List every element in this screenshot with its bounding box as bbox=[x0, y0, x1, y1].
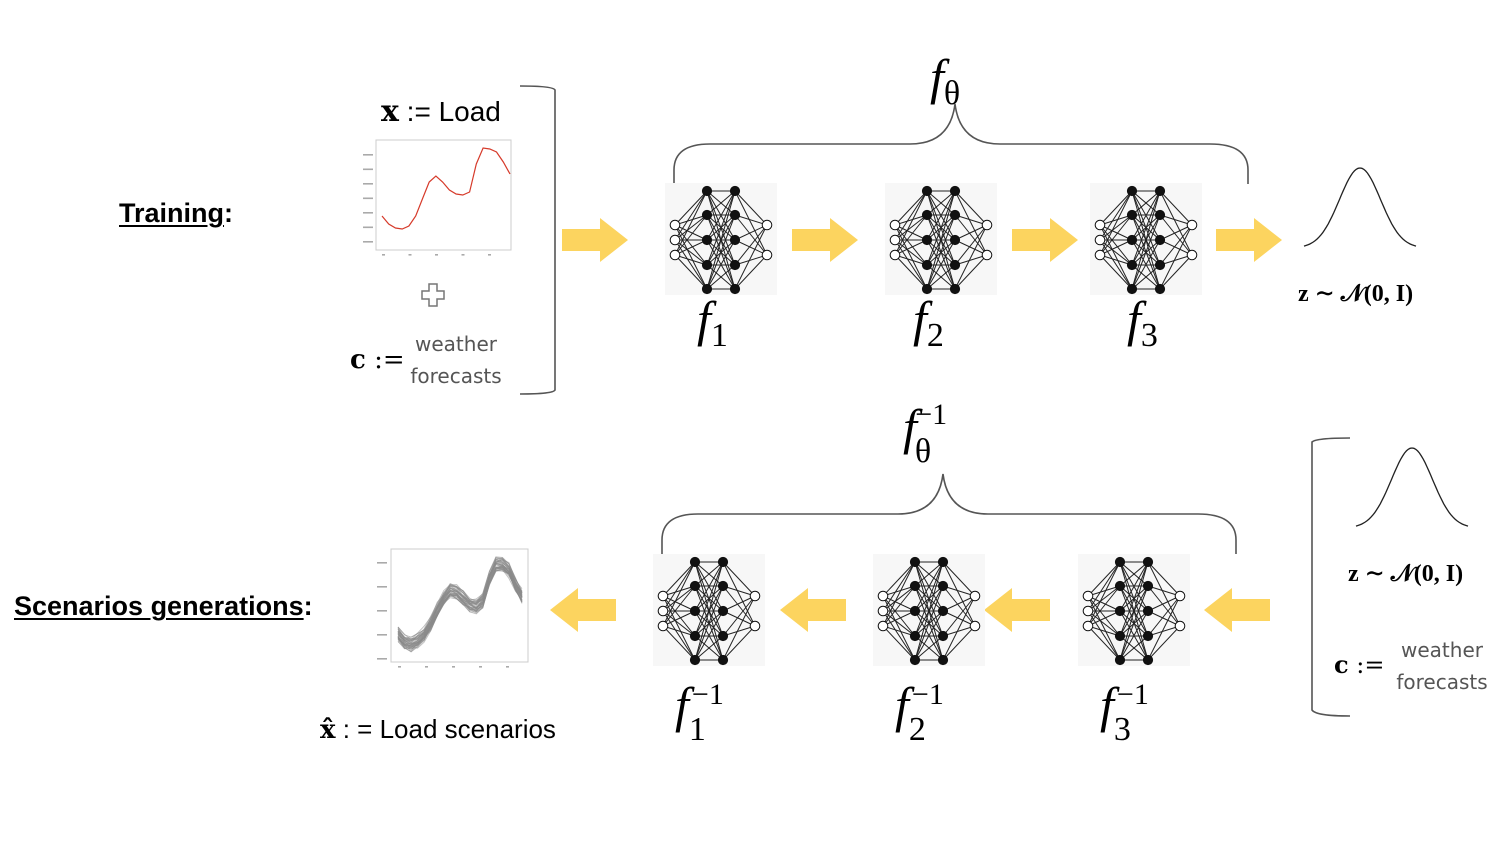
load-curve bbox=[381, 147, 511, 230]
nn-block-f3-inv bbox=[1078, 554, 1190, 666]
z-normal-generation: z ∼ 𝒩(0, I) bbox=[1348, 561, 1464, 587]
weather-forecasts-generation: weather forecasts bbox=[1396, 638, 1488, 694]
scenario-curve bbox=[397, 562, 523, 646]
gaussian-curve-training bbox=[1303, 167, 1417, 247]
nn-block-f2-inv bbox=[873, 554, 985, 666]
c-assign-generation: c := bbox=[1334, 650, 1385, 679]
scenario-curve bbox=[397, 563, 523, 644]
scenario-curve bbox=[397, 568, 523, 653]
training-label: Training: bbox=[119, 198, 234, 228]
f-theta-inv-label: fθ−1 bbox=[903, 398, 948, 470]
f-theta-brace bbox=[673, 103, 1249, 184]
f2-inv-label: f2−1 bbox=[895, 677, 944, 748]
xhat-load-scenarios-label: x̂ : = Load scenarios bbox=[320, 714, 556, 745]
f-theta-inv-brace bbox=[661, 473, 1237, 554]
scenario-curve bbox=[397, 564, 523, 645]
f3-inv-label: f3−1 bbox=[1100, 677, 1149, 748]
nn-block-f1 bbox=[665, 183, 777, 295]
f1-inv-label: f1−1 bbox=[675, 677, 724, 748]
f2-label: f2 bbox=[913, 291, 944, 354]
training-input-bracket bbox=[519, 85, 556, 395]
scenarios-mini-chart bbox=[377, 548, 529, 668]
scenario-curve bbox=[397, 562, 523, 645]
scenarios-generation-label: Scenarios generations: bbox=[14, 591, 313, 621]
z-normal-training: z ∼ 𝒩(0, I) bbox=[1298, 281, 1414, 307]
arrow-right-3 bbox=[1012, 218, 1078, 262]
gaussian-curve-generation bbox=[1355, 447, 1469, 527]
arrow-left-2 bbox=[780, 588, 846, 632]
c-assign-training: c := bbox=[350, 345, 405, 375]
f3-label: f3 bbox=[1127, 291, 1158, 354]
scenario-curve bbox=[397, 557, 523, 638]
arrow-right-2 bbox=[792, 218, 858, 262]
f1-label: f1 bbox=[697, 291, 728, 354]
arrow-left-1 bbox=[550, 588, 616, 632]
x-load-label: x := Load bbox=[381, 94, 501, 129]
arrow-left-3 bbox=[984, 588, 1050, 632]
scenario-curve bbox=[397, 566, 523, 645]
scenario-curve bbox=[397, 558, 523, 644]
scenario-curve bbox=[397, 563, 523, 649]
weather-forecasts-training: weather forecasts bbox=[410, 332, 502, 388]
f-theta-label: fθ bbox=[930, 49, 961, 112]
load-mini-chart bbox=[363, 139, 512, 256]
arrow-right-1 bbox=[562, 218, 628, 262]
nn-block-f2 bbox=[885, 183, 997, 295]
nn-block-f1-inv bbox=[653, 554, 765, 666]
arrow-right-4 bbox=[1216, 218, 1282, 262]
arrow-left-4 bbox=[1204, 588, 1270, 632]
scenario-curve bbox=[397, 566, 523, 645]
scenario-curve bbox=[397, 562, 523, 645]
scenario-curve bbox=[397, 563, 523, 646]
scenario-curves bbox=[397, 556, 523, 653]
nn-block-f3 bbox=[1090, 183, 1202, 295]
generation-input-bracket bbox=[1311, 437, 1351, 717]
scenario-curve bbox=[397, 566, 523, 648]
scenario-curve bbox=[397, 566, 523, 648]
plus-icon bbox=[421, 283, 445, 307]
